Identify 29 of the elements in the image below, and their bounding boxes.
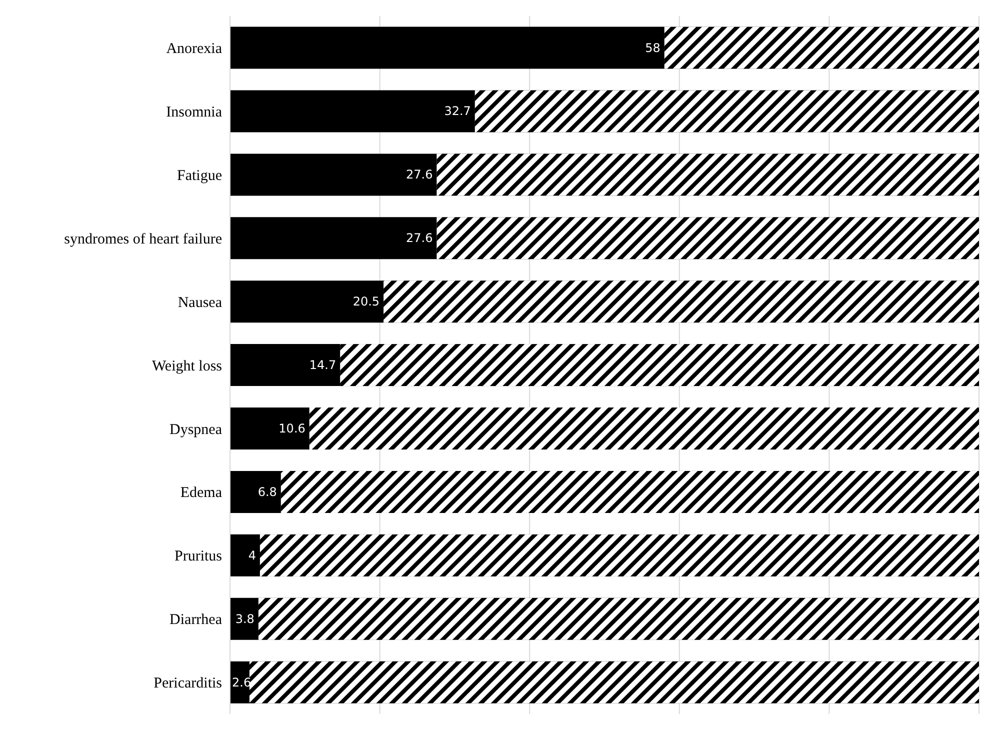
bar [230, 470, 281, 513]
y-tick-label: Edema [180, 485, 222, 502]
data-label: 4 [248, 548, 256, 562]
y-tick-label: Nausea [178, 294, 222, 311]
bar [230, 598, 258, 640]
y-tick-label: syndromes of heart failure [64, 231, 222, 248]
data-label: 27.6 [406, 231, 433, 246]
data-label: 32.7 [444, 104, 471, 118]
bar [230, 344, 340, 386]
data-label: 20.5 [352, 294, 380, 309]
data-label: 3.8 [235, 612, 254, 626]
bar [230, 534, 260, 576]
data-label: 27.6 [406, 168, 433, 182]
bar [230, 661, 250, 704]
data-label: 10.6 [278, 422, 306, 436]
y-tick-label: Weight loss [152, 358, 222, 374]
y-tick-label: Diarrhea [170, 612, 222, 628]
y-tick-label: Pruritus [174, 548, 222, 565]
bar [230, 408, 310, 450]
y-tick-label: Fatigue [177, 168, 222, 184]
data-label: 6.8 [258, 484, 277, 499]
y-tick-label: Anorexia [166, 41, 222, 58]
data-label: 2.6 [232, 675, 252, 690]
y-tick-label: Dyspnea [170, 422, 222, 438]
data-label: 14.7 [309, 358, 336, 372]
data-label: 58 [645, 40, 660, 55]
y-tick-label: Insomnia [166, 104, 222, 121]
bar [230, 280, 384, 323]
y-tick-label: Pericarditis [154, 676, 222, 692]
